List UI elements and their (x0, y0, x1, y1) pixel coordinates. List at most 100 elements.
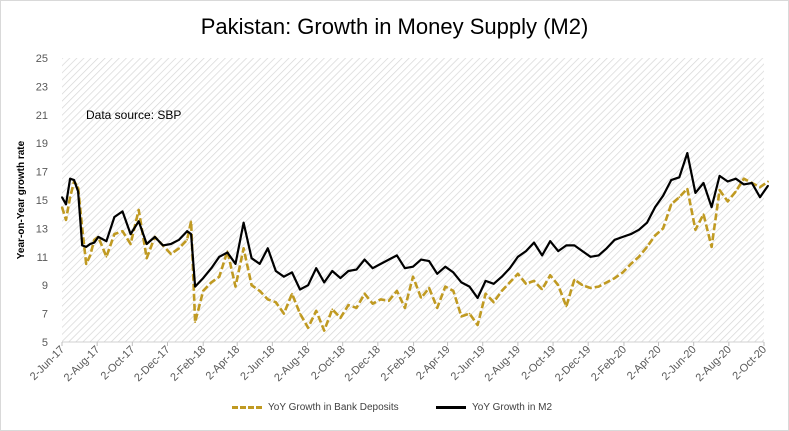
data-point-m2 (508, 267, 511, 270)
data-point-m2 (85, 246, 88, 248)
data-point-m2 (113, 216, 116, 218)
x-tick-label: 2-Jun-19 (449, 344, 488, 383)
data-point-m2 (339, 277, 342, 279)
data-point-m2 (387, 258, 390, 261)
data-point-m2 (137, 220, 140, 223)
data-point-bank-deposits (420, 297, 422, 299)
data-point-bank-deposits (492, 301, 495, 304)
data-point-bank-deposits (484, 292, 487, 295)
data-point-m2 (258, 263, 261, 265)
x-tick-label: 2-Jun-18 (238, 344, 277, 383)
plot-area (62, 58, 764, 342)
data-point-m2 (573, 244, 576, 247)
series-line-bank-deposits (60, 177, 769, 332)
data-point-bank-deposits (105, 255, 108, 258)
x-tick-label: 2-Feb-18 (168, 344, 208, 384)
data-point-bank-deposits (186, 238, 189, 241)
data-point-bank-deposits (734, 190, 737, 193)
data-point-bank-deposits (355, 307, 358, 309)
data-point-m2 (65, 203, 67, 206)
data-point-bank-deposits (630, 263, 632, 265)
data-point-m2 (694, 192, 697, 194)
data-point-m2 (153, 236, 156, 238)
data-point-m2 (549, 240, 552, 243)
x-tick-label: 2-Apr-20 (625, 344, 664, 383)
data-point-bank-deposits (121, 230, 124, 233)
data-point-m2 (605, 247, 608, 250)
data-point-m2 (678, 176, 681, 179)
legend-item-bank-deposits: YoY Growth in Bank Deposits (232, 402, 399, 413)
data-point-bank-deposits (444, 285, 447, 288)
data-point-m2 (242, 221, 245, 224)
data-point-m2 (355, 268, 358, 271)
x-tick-label: 2-Dec-18 (342, 344, 382, 384)
data-point-bank-deposits (517, 272, 519, 275)
data-point-m2 (347, 270, 350, 272)
data-point-bank-deposits (638, 255, 640, 258)
data-point-m2 (412, 265, 414, 268)
data-point-bank-deposits (250, 284, 253, 287)
data-point-m2 (69, 177, 71, 180)
data-point-bank-deposits (194, 321, 197, 323)
data-point-bank-deposits (404, 307, 406, 309)
x-tick-label: 2-Apr-18 (204, 344, 243, 383)
data-point-bank-deposits (678, 196, 681, 199)
x-tick-label: 2-Aug-18 (272, 344, 312, 384)
data-point-m2 (710, 206, 713, 209)
data-point-bank-deposits (387, 299, 390, 302)
data-point-bank-deposits (347, 304, 350, 306)
data-point-m2 (767, 184, 769, 187)
x-tick-label: 2-Dec-17 (132, 344, 172, 384)
data-point-m2 (686, 152, 689, 155)
legend-item-m2: YoY Growth in M2 (436, 402, 552, 413)
data-point-m2 (77, 190, 79, 193)
data-point-bank-deposits (605, 281, 608, 284)
data-point-bank-deposits (291, 292, 293, 295)
data-point-bank-deposits (145, 257, 148, 260)
data-source-annotation: Data source: SBP (86, 108, 181, 122)
data-point-bank-deposits (258, 290, 261, 292)
data-point-m2 (73, 179, 75, 182)
data-point-m2 (734, 177, 737, 180)
data-point-bank-deposits (69, 196, 71, 199)
data-point-bank-deposits (299, 312, 301, 315)
data-point-bank-deposits (525, 282, 527, 285)
data-point-m2 (428, 260, 430, 262)
data-point-bank-deposits (549, 274, 552, 277)
data-point-m2 (638, 228, 640, 231)
data-point-bank-deposits (654, 234, 656, 237)
data-point-m2 (597, 254, 600, 257)
data-point-m2 (315, 267, 318, 270)
data-point-m2 (404, 267, 406, 270)
data-point-m2 (379, 263, 382, 265)
data-point-bank-deposits (242, 247, 245, 250)
data-point-m2 (581, 250, 584, 253)
data-point-bank-deposits (178, 247, 180, 250)
legend-swatch-bank-deposits (232, 406, 262, 409)
data-point-m2 (81, 244, 84, 247)
y-tick-label: 9 (42, 280, 48, 292)
data-point-m2 (557, 250, 560, 253)
x-tick-label: 2-Aug-19 (483, 344, 523, 384)
data-point-bank-deposits (573, 278, 576, 281)
x-tick-label: 2-Oct-19 (519, 344, 558, 383)
data-point-bank-deposits (500, 290, 503, 292)
data-point-bank-deposits (363, 292, 366, 295)
data-point-m2 (726, 180, 729, 183)
data-point-m2 (371, 267, 374, 270)
data-point-bank-deposits (613, 277, 616, 279)
legend: YoY Growth in Bank Deposits YoY Growth i… (0, 402, 789, 418)
data-point-bank-deposits (726, 200, 729, 203)
data-point-m2 (202, 277, 205, 279)
data-point-m2 (589, 255, 592, 258)
y-tick-label: 19 (36, 138, 48, 150)
y-tick-label: 15 (36, 195, 48, 207)
data-point-m2 (162, 244, 164, 247)
data-point-m2 (662, 194, 664, 197)
data-point-m2 (541, 254, 543, 257)
data-point-m2 (291, 271, 293, 274)
data-point-m2 (234, 263, 237, 265)
data-point-m2 (307, 284, 309, 287)
y-tick-label: 5 (42, 337, 48, 349)
data-point-m2 (186, 230, 189, 233)
